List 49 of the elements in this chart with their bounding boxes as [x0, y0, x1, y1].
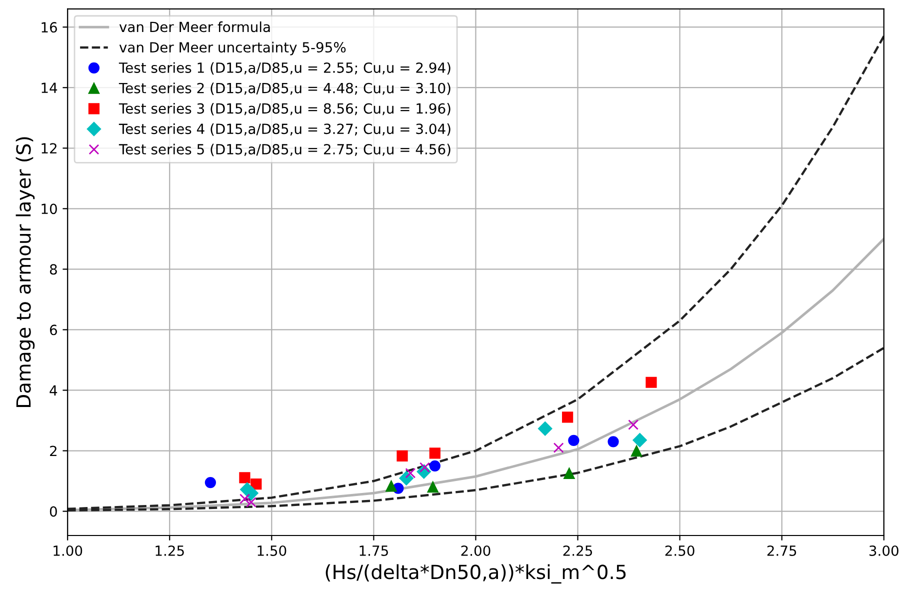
point [239, 472, 250, 484]
point [564, 468, 575, 480]
x-axis-title: (Hs/(delta*Dn50,a))*ksi_m^0.5 [326, 564, 626, 584]
point [386, 480, 397, 492]
x-tick-label: 2.50 [665, 545, 694, 556]
x-tick-label: 2.25 [563, 545, 592, 556]
y-tick-label: 4 [50, 385, 58, 396]
y-tick-label: 14 [42, 82, 58, 93]
x-tick-label: 1.75 [360, 546, 388, 556]
legend-label: Test series 3 (D15,a/D85,u = 8.56; Cu,u = 1.96) [118, 102, 450, 116]
y-tick-label: 16 [42, 22, 57, 33]
legend-label: van Der Meer formula [119, 21, 270, 32]
point [646, 376, 657, 388]
y-tick-label: 10 [42, 204, 57, 214]
point [396, 450, 408, 462]
legend-label: van Der Meer uncertainty 5-95% [119, 42, 346, 56]
point [240, 494, 250, 504]
x-tick-label: 2.75 [767, 545, 796, 556]
y-axis-title: Damage to armour layer (S) [16, 137, 35, 407]
x-tick-label: 1.00 [54, 545, 82, 556]
y-tick-label: 2 [50, 446, 56, 456]
x-tick-label: 2.00 [461, 545, 490, 556]
x-tick-label: 1.25 [156, 545, 184, 556]
point [538, 422, 552, 436]
point [429, 448, 440, 459]
point [608, 436, 619, 448]
legend-label: Test series 1 (D15,a/D85,u = 2.55; Cu,u = 2.94) [118, 62, 450, 75]
point [632, 433, 647, 448]
point [244, 486, 258, 500]
point [568, 434, 580, 446]
point [429, 460, 440, 472]
point [562, 412, 574, 423]
legend-label: Test series 4 (D15,a/D85,u = 3.27; Cu,u = 3.04) [118, 123, 450, 136]
point [427, 482, 438, 493]
point [628, 420, 638, 430]
y-tick-label: 6 [50, 324, 57, 336]
legend-label: Test series 2 (D15,a/D85,u = 4.48; Cu,u = 3.10) [118, 82, 450, 95]
y-tick-label: 0 [50, 506, 57, 517]
point [246, 497, 256, 508]
x-tick-label: 1.50 [258, 545, 286, 556]
x-tick-label: 3.00 [869, 545, 898, 556]
point [630, 446, 642, 457]
point [399, 471, 414, 486]
point [553, 442, 564, 453]
point [250, 478, 262, 490]
y-tick-label: 12 [42, 143, 56, 154]
point [204, 476, 216, 488]
y-tick-label: 8 [50, 264, 57, 275]
legend-label: Test series 5 (D15,a/D85,u = 2.75; Cu,u = 4.56) [118, 144, 450, 156]
